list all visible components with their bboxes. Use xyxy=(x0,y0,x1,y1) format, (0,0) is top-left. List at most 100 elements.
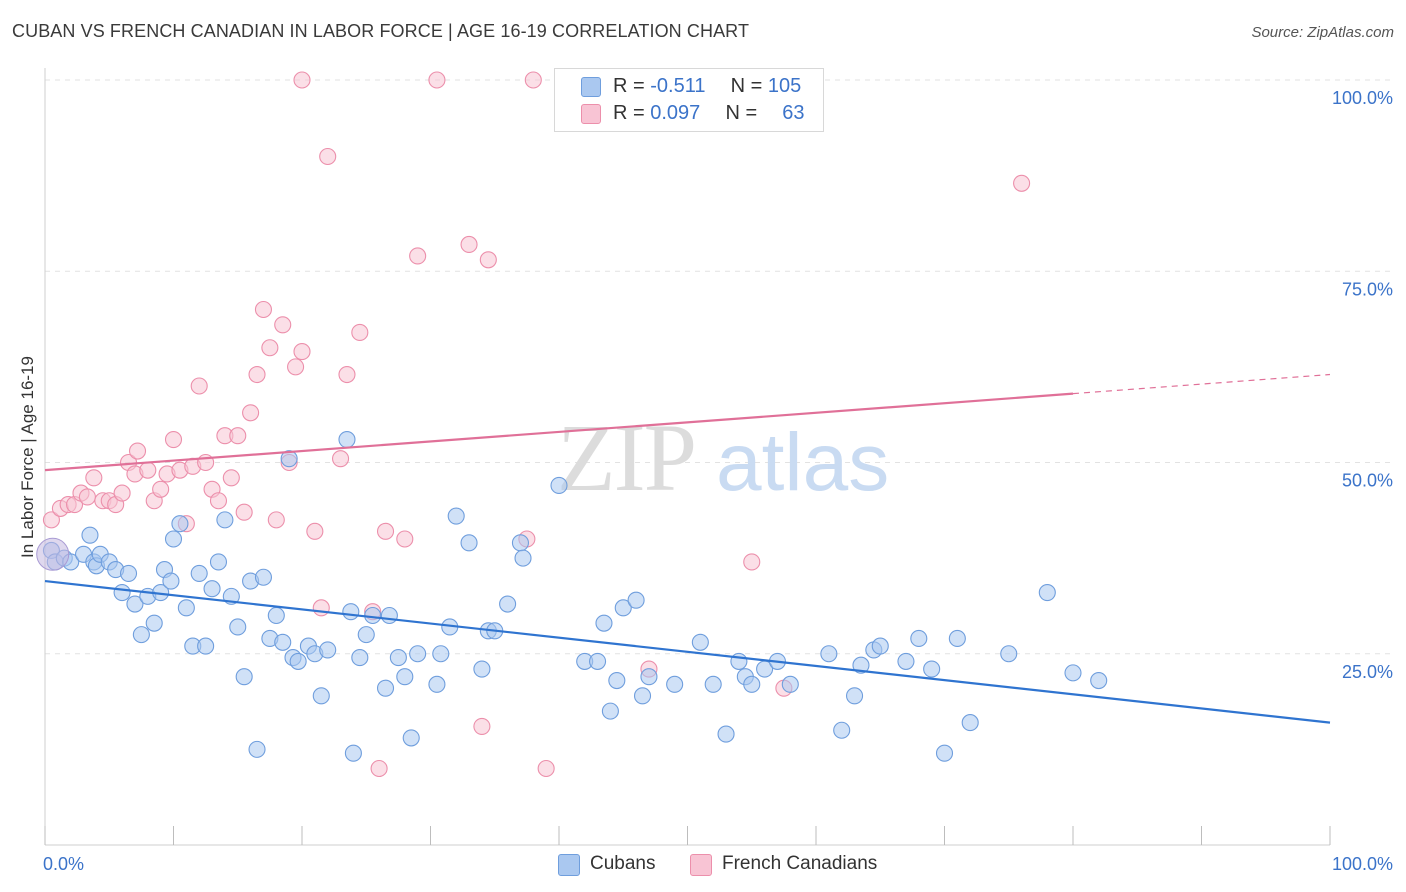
cubans-point xyxy=(717,725,735,743)
cubans-point xyxy=(781,675,799,693)
trend-lines xyxy=(44,373,1331,724)
grid-lines xyxy=(45,79,1392,655)
watermark-zip: ZIP xyxy=(557,404,695,511)
legend-french-r: 0.097 xyxy=(650,102,701,124)
cubans-point xyxy=(248,740,266,758)
french-canadians-point xyxy=(428,71,446,89)
cubans-point xyxy=(203,580,221,598)
cubans-point xyxy=(132,626,150,644)
cubans-point xyxy=(177,599,195,617)
cubans-point xyxy=(274,633,292,651)
cubans-point xyxy=(280,450,298,468)
cubans-point xyxy=(833,721,851,739)
cubans-point xyxy=(514,549,532,567)
legend-n-label: N = xyxy=(725,102,758,124)
french-canadians-point xyxy=(306,522,324,540)
french-swatch xyxy=(581,104,601,124)
cubans-point xyxy=(704,675,722,693)
cubans-point xyxy=(627,591,645,609)
x-tick-label: 100.0% xyxy=(1332,854,1393,874)
french-canadians-point xyxy=(338,365,356,384)
cubans-point xyxy=(312,687,330,705)
cubans-point xyxy=(197,637,215,655)
french-canadians-point xyxy=(370,759,388,778)
correlation-legend: R = -0.511 N = 105 R = 0.097 N = 63 xyxy=(554,68,824,132)
french-canadians-point xyxy=(190,377,208,395)
cubans-point xyxy=(428,675,446,693)
cubans-point xyxy=(550,476,568,495)
legend-r-label: R = xyxy=(613,102,645,124)
cubans-point xyxy=(871,637,889,655)
cubans-point xyxy=(254,568,273,586)
cubans-point xyxy=(119,564,138,582)
bottom-legend-cubans: Cubans xyxy=(590,853,656,874)
cubans-point xyxy=(473,660,491,678)
legend-row-french: R = 0.097 N = 63 xyxy=(613,102,805,125)
french-canadians-point xyxy=(128,442,147,460)
french-canadians-point xyxy=(85,469,103,487)
french-canadians-point xyxy=(312,599,330,617)
cubans-point xyxy=(1090,671,1108,690)
legend-cubans-n: 105 xyxy=(767,75,802,97)
cubans-point xyxy=(897,652,915,670)
french-canadians-point xyxy=(261,339,279,357)
french-canadians-point xyxy=(537,759,555,778)
cubans-trend-line xyxy=(44,579,1331,724)
french-canadians-point xyxy=(293,71,311,89)
cubans-point xyxy=(499,595,517,613)
cubans-point xyxy=(380,606,398,625)
cubans-point xyxy=(342,603,360,621)
cubans-point xyxy=(608,671,626,690)
cubans-point xyxy=(1064,664,1082,682)
x-tick-label: 0.0% xyxy=(43,854,84,874)
cubans-points xyxy=(36,430,1108,762)
french-canadians-point xyxy=(524,71,542,89)
watermark: ZIP atlas xyxy=(557,404,889,511)
french-canadians-point xyxy=(460,235,478,254)
french-canadians-point xyxy=(409,247,427,265)
cubans-point xyxy=(588,652,607,670)
french-canadians-point xyxy=(254,300,273,319)
cubans-point xyxy=(81,526,99,544)
cubans-point xyxy=(344,744,362,762)
french-canadians-point xyxy=(351,323,369,342)
bottom-legend-french: French Canadians xyxy=(722,853,878,874)
french-canadians-points xyxy=(42,71,1031,778)
cubans-point xyxy=(447,507,465,525)
french-canadians-point xyxy=(209,492,228,510)
cubans-point xyxy=(145,614,163,632)
cubans-point xyxy=(389,649,407,667)
cubans-point xyxy=(376,679,395,697)
cubans-point xyxy=(640,668,658,686)
y-tick-label: 100.0% xyxy=(1332,88,1393,108)
cubans-point xyxy=(432,645,450,663)
tick-labels: 100.0% 75.0% 50.0% 25.0% 0.0% 100.0% xyxy=(43,88,1393,874)
cubans-point xyxy=(1000,645,1018,663)
cubans-point xyxy=(235,668,253,686)
cubans-point xyxy=(402,729,420,747)
legend-n-label: N = xyxy=(730,75,763,97)
cubans-point xyxy=(1038,583,1056,602)
legend-cubans-r: -0.511 xyxy=(650,75,706,97)
cubans-point xyxy=(852,656,870,674)
french-canadians-point xyxy=(274,316,292,334)
cubans-point xyxy=(351,649,369,667)
chart-title: CUBAN VS FRENCH CANADIAN IN LABOR FORCE … xyxy=(12,21,750,41)
y-tick-label: 50.0% xyxy=(1342,471,1393,491)
french-canadians-trend-line-extension xyxy=(1072,373,1331,395)
cubans-point xyxy=(357,626,375,644)
cubans-point xyxy=(267,606,285,625)
french-canadians-point xyxy=(222,469,240,487)
watermark-atlas: atlas xyxy=(716,417,889,508)
cubans-point xyxy=(948,629,966,648)
french-canadians-point xyxy=(248,365,266,384)
cubans-point xyxy=(743,675,761,693)
french-canadians-point xyxy=(78,488,96,506)
french-canadians-point xyxy=(229,427,247,445)
french-canadians-point xyxy=(235,503,253,521)
y-tick-label: 25.0% xyxy=(1342,662,1393,682)
legend-row-cubans: R = -0.511 N = 105 xyxy=(613,75,801,98)
legend-r-label: R = xyxy=(613,75,645,97)
cubans-point xyxy=(595,614,613,632)
french-canadians-point xyxy=(242,404,260,422)
